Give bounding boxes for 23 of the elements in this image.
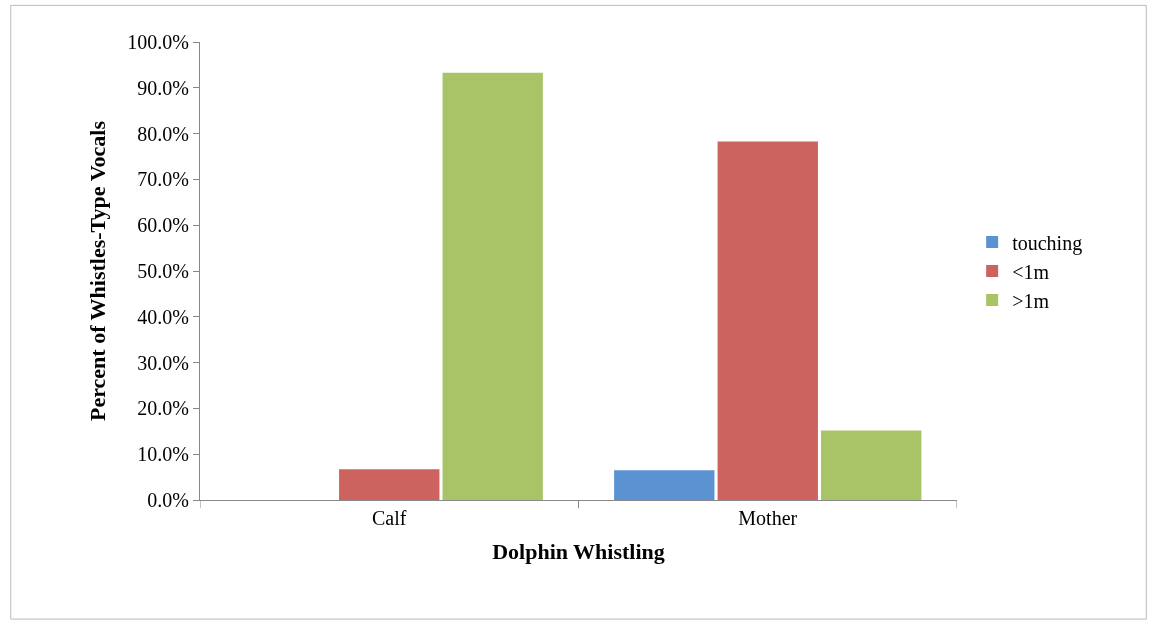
- x-tick-label: Mother: [738, 507, 798, 529]
- bar: [339, 469, 440, 500]
- y-axis-title: Percent of Whistles-Type Vocals: [85, 120, 111, 422]
- y-tick-label: 30.0%: [137, 351, 189, 374]
- y-tick-label: 40.0%: [137, 305, 189, 328]
- y-tick-label: 100.0%: [127, 31, 189, 53]
- y-tick-label: 10.0%: [137, 443, 189, 466]
- y-tick-label: 20.0%: [137, 397, 189, 420]
- y-tick-label: 0.0%: [147, 489, 189, 511]
- y-tick-label: 50.0%: [137, 260, 189, 282]
- legend-label: <1m: [1012, 260, 1050, 283]
- bar: [614, 470, 715, 500]
- legend-label: >1m: [1012, 289, 1050, 312]
- y-tick-label: 60.0%: [137, 214, 189, 237]
- y-tick-label: 90.0%: [137, 76, 189, 99]
- bar: [717, 141, 818, 500]
- legend-label: touching: [1012, 231, 1083, 255]
- x-axis-title: Dolphin Whistling: [492, 538, 665, 564]
- y-tick-label: 70.0%: [137, 168, 189, 191]
- bar: [442, 72, 543, 500]
- x-tick-label: Calf: [372, 507, 407, 529]
- y-tick-label: 80.0%: [137, 122, 189, 145]
- bar: [821, 430, 922, 500]
